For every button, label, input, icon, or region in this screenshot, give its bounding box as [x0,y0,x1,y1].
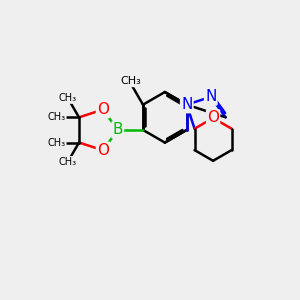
Text: B: B [112,122,123,137]
Text: CH₃: CH₃ [48,112,66,122]
Text: N: N [205,89,217,104]
Text: CH₃: CH₃ [59,157,77,167]
Text: O: O [97,102,109,117]
Text: N: N [181,97,192,112]
Text: CH₃: CH₃ [59,93,77,103]
Text: CH₃: CH₃ [120,76,141,86]
Text: CH₃: CH₃ [48,137,66,148]
Text: O: O [207,110,219,125]
Text: O: O [97,143,109,158]
